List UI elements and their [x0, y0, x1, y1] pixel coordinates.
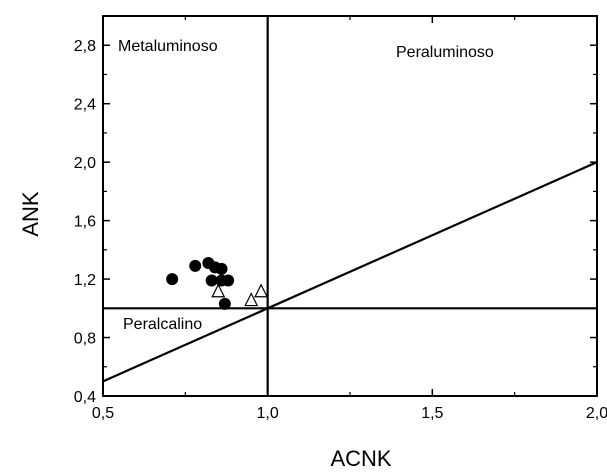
open-triangle-point	[244, 292, 259, 307]
y-tick-label: 2,0	[74, 155, 96, 172]
filled-circle-point	[215, 262, 228, 275]
x-axis-title: ACNK	[330, 446, 391, 471]
plot-frame	[102, 15, 598, 397]
filled-circle-point	[222, 274, 235, 287]
y-tick-label: 2,8	[74, 38, 96, 55]
x-tick-label: 0,5	[92, 405, 114, 422]
y-axis-title: ANK	[18, 191, 43, 237]
open-triangle-point	[254, 283, 269, 298]
reference-lines	[102, 16, 598, 396]
filled-circle-point	[166, 273, 179, 286]
filled-circle-point	[218, 297, 231, 310]
region-label-metaluminoso: Metaluminoso	[118, 38, 218, 55]
open-triangle-point	[211, 283, 226, 298]
region-label-peraluminoso: Peraluminoso	[396, 44, 494, 61]
x-tick-label: 1,0	[257, 405, 279, 422]
y-tick-label: 0,4	[74, 389, 96, 406]
y-tick-label: 0,8	[74, 331, 96, 348]
x-tick-label: 2,0	[586, 405, 607, 422]
filled-circle-point	[205, 274, 218, 287]
data-points	[166, 257, 269, 310]
x-tick-label: 1,5	[421, 405, 443, 422]
y-tick-label: 1,6	[74, 214, 96, 231]
region-label-peralcalino: Peralcalino	[123, 316, 202, 333]
filled-circle-point	[189, 259, 202, 272]
y-tick-label: 1,2	[74, 272, 96, 289]
diagonal-line	[102, 161, 598, 383]
axis-ticks: 0,5 1,0 1,5 2,0 0,4 0,8 1,2 1,6 2,0 2,4 2,8	[74, 16, 607, 422]
y-tick-label: 2,4	[74, 97, 96, 114]
